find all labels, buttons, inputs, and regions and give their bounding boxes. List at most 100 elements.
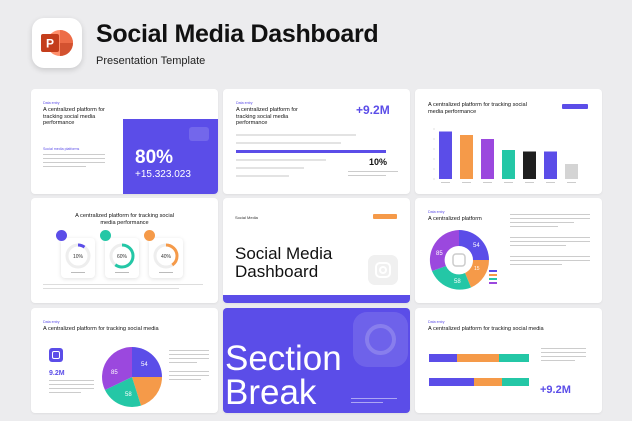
gauge-value: 40%: [161, 254, 172, 260]
donut-label: 58: [454, 279, 461, 285]
progress-lines: [236, 134, 386, 177]
gauge-fill: [65, 243, 91, 269]
body-text-lines: [510, 214, 590, 265]
slide-heading: A centralized platform for tracking soci…: [236, 107, 298, 127]
page-subtitle: Presentation Template: [96, 55, 206, 67]
legend: [489, 270, 497, 284]
slide-heading: A centralized platform for tracking soci…: [43, 107, 105, 127]
body-text-lines: [43, 154, 105, 176]
category-label-line: [441, 182, 450, 183]
youtube-icon: [189, 127, 209, 141]
pie-label: 54: [141, 362, 148, 368]
section-title: Section Break: [225, 341, 342, 413]
tag-pill: [373, 214, 397, 219]
category-label-line: [462, 182, 471, 183]
bar: [502, 150, 515, 179]
stat-panel: 80% +15.323.023: [123, 119, 218, 194]
gauge-ring: 60%: [109, 243, 135, 269]
slide-heading: A centralized platform for tracking soci…: [428, 102, 527, 115]
bar-chart: [433, 128, 578, 183]
instagram-icon: [452, 253, 466, 267]
slide-heading: A centralized platform for tracking soci…: [428, 326, 544, 332]
slide-eyebrow: Data entry: [43, 101, 60, 105]
footer-text-lines: [43, 284, 203, 289]
slide-thumbnail-3[interactable]: A centralized platform for tracking soci…: [415, 89, 602, 194]
slide-thumbnail-2[interactable]: Data entry A centralized platform for tr…: [223, 89, 410, 194]
powerpoint-icon: P: [41, 30, 73, 56]
gauge-card: 10%: [56, 230, 95, 278]
gauge-value: 10%: [73, 254, 84, 260]
stat-value: 9.2M: [49, 370, 65, 377]
stacked-bar: [429, 378, 529, 386]
stat-big: +9.2M: [356, 103, 390, 117]
slide-heading: A centralized platform for tracking soci…: [75, 213, 174, 226]
body-text-lines: [49, 380, 94, 393]
pie-label: 85: [111, 370, 118, 376]
category-label-line: [525, 182, 534, 183]
bars-group: [433, 128, 578, 183]
category-label-line: [504, 182, 513, 183]
section-title-line2: Break: [225, 373, 317, 413]
slide-thumbnail-4[interactable]: A centralized platform for tracking soci…: [31, 198, 218, 303]
slide-thumbnail-8[interactable]: Section Break: [223, 308, 410, 413]
gauge-card: 60%: [100, 230, 139, 278]
slide-thumbnail-1[interactable]: Data entry A centralized platform for tr…: [31, 89, 218, 194]
slide-eyebrow: Data entry: [428, 210, 445, 214]
stacked-bar: [429, 354, 529, 362]
category-label-line: [567, 182, 576, 183]
slide-thumbnail-7[interactable]: Data entry A centralized platform for tr…: [31, 308, 218, 413]
gauge-caption-line: [159, 272, 173, 273]
slide-thumbnail-5[interactable]: Social Media Social Media Dashboard: [223, 198, 410, 303]
side-text-lines: [169, 350, 209, 380]
gauge-value: 60%: [117, 254, 128, 260]
slide-eyebrow: Data entry: [43, 320, 60, 324]
footer-text-lines: [351, 398, 397, 403]
gauge-ring: 40%: [153, 243, 179, 269]
bar: [481, 139, 494, 179]
slide-heading: A centralized platform: [428, 216, 482, 222]
category-label-line: [546, 182, 555, 183]
stat-big: +9.2M: [540, 384, 571, 396]
cover-footer-bar: [223, 295, 410, 303]
donut-chart: 54 15 58 85: [429, 230, 489, 290]
stat-percent: 80%: [135, 147, 174, 168]
app-letter: P: [46, 37, 54, 51]
donut-label: 15: [474, 266, 480, 272]
bar: [460, 135, 473, 179]
donut-label: 85: [436, 251, 443, 257]
cover-title-line2: Dashboard: [235, 261, 319, 281]
cover-title: Social Media Dashboard: [235, 245, 332, 281]
gauge-ring: 10%: [65, 243, 91, 269]
stat-number: +15.323.023: [135, 169, 191, 180]
slide-thumbnail-9[interactable]: Data entry A centralized platform for tr…: [415, 308, 602, 413]
body-text-lines: [348, 171, 398, 176]
bar: [523, 151, 536, 179]
gauge-caption-line: [115, 272, 129, 273]
pie-label: 58: [125, 392, 132, 398]
gauge-card: 40%: [144, 230, 183, 278]
cover-title-line1: Social Media: [235, 244, 333, 263]
instagram-icon: [353, 312, 408, 367]
slide-eyebrow: Data entry: [428, 320, 445, 324]
gauge-fill: [109, 243, 135, 269]
bar: [544, 151, 557, 179]
instagram-icon: [368, 255, 398, 285]
stat-percent: 10%: [369, 157, 388, 167]
note-title: Social media platforms: [43, 147, 80, 151]
instagram-icon: [144, 230, 155, 241]
category-label-line: [483, 182, 492, 183]
tag-pill: [562, 104, 588, 109]
bar: [439, 131, 452, 179]
donut-label: 54: [473, 243, 480, 249]
slide-thumbnail-6[interactable]: Data entry A centralized platform 54 15 …: [415, 198, 602, 303]
pie-chart: 54 58 85: [102, 347, 162, 407]
gauge-caption-line: [71, 272, 85, 273]
facebook-icon: [56, 230, 67, 241]
slide-eyebrow: Data entry: [236, 101, 253, 105]
youtube-icon: [100, 230, 111, 241]
side-text-lines: [541, 348, 586, 361]
instagram-icon: [49, 348, 63, 362]
page-title: Social Media Dashboard: [96, 20, 379, 48]
slide-heading: A centralized platform for tracking soci…: [43, 326, 159, 332]
slide-tag: Social Media: [235, 215, 258, 220]
